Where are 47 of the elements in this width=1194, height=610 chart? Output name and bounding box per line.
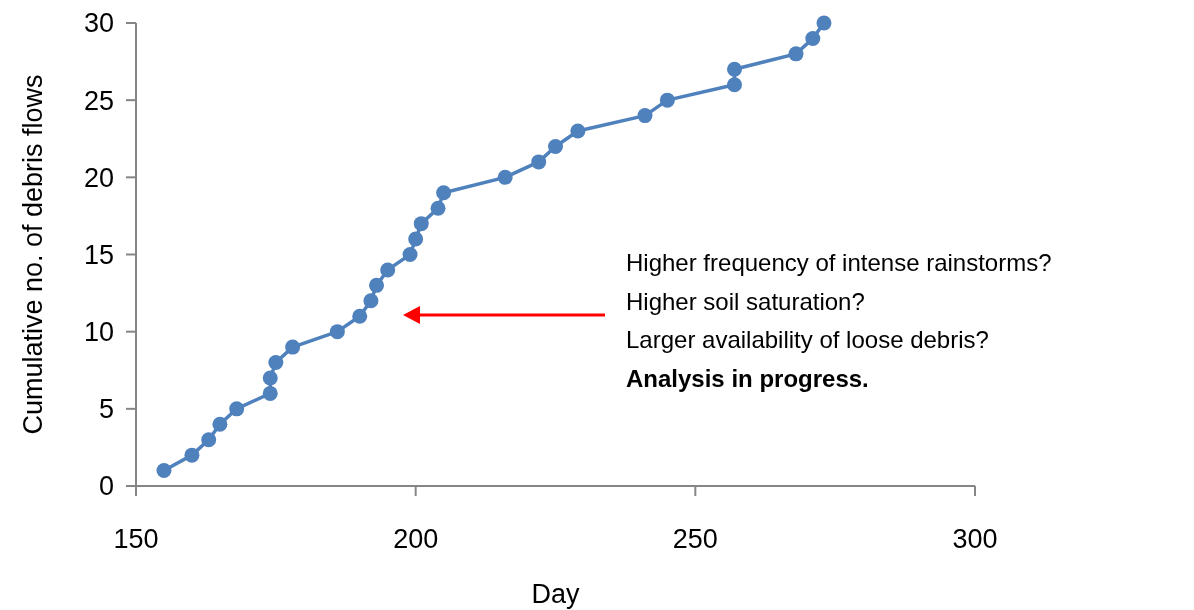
point [402, 247, 418, 262]
point [184, 447, 200, 463]
point [369, 277, 385, 293]
y-tick-label: 20 [83, 162, 114, 193]
y-axis-title: Cumulative no. of debris flows [18, 74, 48, 435]
point [637, 108, 653, 124]
y-tick-label: 10 [83, 317, 114, 348]
y-tick-label: 0 [98, 471, 114, 502]
point [788, 46, 804, 62]
point [408, 231, 424, 247]
point [363, 293, 379, 309]
point [329, 324, 345, 340]
y-tick-label: 15 [83, 239, 114, 270]
point [816, 15, 832, 31]
point [497, 169, 513, 185]
annotation: Higher frequency of intense rainstorms? [626, 249, 1052, 276]
x-tick-label: 250 [672, 524, 718, 554]
point [531, 154, 547, 170]
x-tick-label: 150 [113, 524, 159, 554]
annotation: Higher soil saturation? [626, 287, 865, 315]
point [548, 138, 563, 154]
point [436, 185, 452, 201]
point [726, 77, 742, 93]
point [229, 401, 245, 417]
y-tick-label: 30 [83, 8, 114, 39]
annotation: Analysis in progress. [626, 364, 869, 392]
x-tick-label: 300 [952, 524, 998, 554]
x-axis-title: Day [531, 579, 581, 609]
y-tick-label: 5 [98, 394, 114, 425]
point [380, 262, 396, 278]
point [352, 308, 368, 324]
x-tick-label: 200 [393, 524, 439, 554]
point [570, 123, 586, 139]
point [262, 385, 278, 401]
point [805, 30, 821, 46]
point [430, 200, 446, 216]
y-tick-label: 25 [83, 85, 114, 116]
point [285, 339, 301, 355]
point [212, 416, 228, 432]
point [413, 216, 429, 232]
point [726, 61, 742, 77]
annotation: Larger availability of loose debris? [626, 326, 989, 353]
point [268, 355, 284, 371]
point [659, 92, 675, 108]
point [201, 432, 217, 448]
point [262, 370, 278, 386]
point [156, 463, 172, 479]
